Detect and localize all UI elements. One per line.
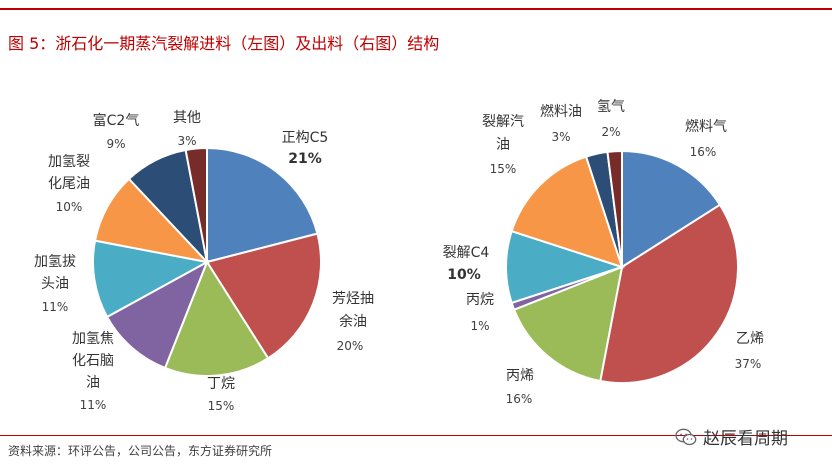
label-jiaohua-2: 化石脑 xyxy=(72,353,114,369)
output-slice-4 xyxy=(505,229,626,305)
output-slice-2 xyxy=(512,265,624,383)
bottom-divider xyxy=(0,435,832,436)
label-qiyou-2: 油 xyxy=(496,137,510,153)
brand-name: 赵辰看周期 xyxy=(703,429,788,449)
feed-slice-0 xyxy=(206,146,319,264)
feed-slice-5 xyxy=(93,177,210,264)
output-slice-1 xyxy=(599,203,739,384)
label-zhenggou-c5: 正构C5 xyxy=(282,130,329,146)
feed-slice-1 xyxy=(205,232,322,360)
pct-fu-c2: 9% xyxy=(106,137,125,151)
top-divider xyxy=(0,8,832,10)
pct-zhenggou-c5: 21% xyxy=(288,151,322,167)
label-liehua-1: 加氢裂 xyxy=(48,154,90,170)
label-liehua-2: 化尾油 xyxy=(48,176,90,192)
label-bingxi: 丙烯 xyxy=(506,368,534,384)
pct-qingqi: 2% xyxy=(601,125,620,139)
pct-jiaohua: 11% xyxy=(80,398,107,412)
label-jiaohua-1: 加氢焦 xyxy=(72,331,114,347)
pct-bingwan: 1% xyxy=(470,319,489,333)
label-fu-c2: 富C2气 xyxy=(93,112,140,129)
label-bingwan: 丙烷 xyxy=(466,292,494,308)
pct-dingwan: 15% xyxy=(208,399,235,413)
label-liejie-c4: 裂解C4 xyxy=(443,245,490,261)
output-slice-0 xyxy=(621,149,722,269)
label-ranliaoyou: 燃料油 xyxy=(540,103,582,120)
pct-fangting: 20% xyxy=(337,339,364,353)
label-dingwan: 丁烷 xyxy=(207,376,235,392)
pct-bingxi: 16% xyxy=(506,392,533,406)
pct-batou: 11% xyxy=(42,300,69,314)
wechat-brand: 赵辰看周期 xyxy=(675,424,788,449)
pct-ranliaoqi: 16% xyxy=(690,145,717,159)
pct-qiyou: 15% xyxy=(490,162,517,176)
pct-liehua: 10% xyxy=(56,200,83,214)
pct-liejie-c4: 10% xyxy=(447,267,481,283)
output-structure-pie xyxy=(505,149,739,384)
label-qiyou-1: 裂解汽 xyxy=(482,114,524,130)
label-batou-2: 头油 xyxy=(41,276,69,292)
label-qita: 其他 xyxy=(173,110,201,126)
pct-qita: 3% xyxy=(177,134,196,148)
right-pie-labels: 燃料气 16% 乙烯 37% 丙烯 16% 丙烷 1% 裂解C4 10% 裂解汽… xyxy=(443,99,764,406)
label-yixi: 乙烯 xyxy=(736,331,764,347)
pct-ranliaoyou: 3% xyxy=(551,130,570,144)
label-ranliaoqi: 燃料气 xyxy=(685,118,727,135)
feed-structure-pie xyxy=(92,146,322,377)
left-pie-labels: 正构C5 21% 芳烃抽 余油 20% 丁烷 15% 加氢焦 化石脑 油 11%… xyxy=(34,110,374,413)
wechat-icon xyxy=(675,428,697,445)
source-note: 资料来源：环评公告，公司公告，东方证券研究所 xyxy=(8,444,273,458)
feed-slice-7 xyxy=(184,146,208,263)
figure-title: 图 5：浙石化一期蒸汽裂解进料（左图）及出料（右图）结构 xyxy=(8,34,440,53)
label-fangting-2: 余油 xyxy=(339,313,367,330)
label-batou-1: 加氢拔 xyxy=(34,254,76,270)
output-slice-7 xyxy=(606,149,623,268)
label-jiaohua-3: 油 xyxy=(86,375,100,391)
feed-slice-3 xyxy=(105,259,209,370)
label-fangting-1: 芳烃抽 xyxy=(332,290,374,307)
feed-slice-2 xyxy=(163,259,270,377)
label-qingqi: 氢气 xyxy=(597,99,625,115)
pct-yixi: 37% xyxy=(735,357,762,371)
feed-slice-4 xyxy=(92,239,210,319)
